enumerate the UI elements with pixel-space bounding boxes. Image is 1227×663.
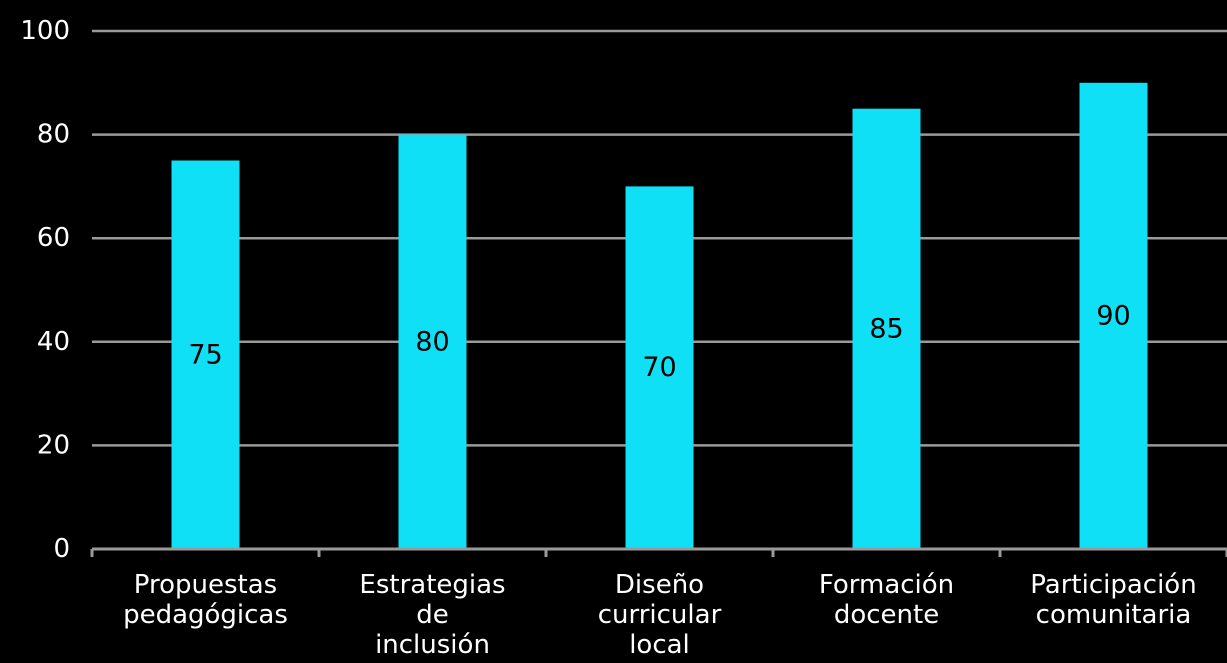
x-axis: [90, 547, 1227, 557]
y-tick-label: 0: [53, 534, 70, 564]
x-category-label: Propuestas: [134, 570, 277, 600]
x-category-label: comunitaria: [1036, 600, 1192, 630]
data-label: 85: [869, 313, 903, 344]
x-category-label: inclusión: [375, 630, 490, 660]
data-label: 75: [188, 339, 222, 370]
y-tick-label: 40: [37, 327, 70, 357]
data-label: 80: [415, 326, 449, 357]
data-labels: 75 80 70 85 90: [188, 300, 1130, 383]
y-axis-tick-labels: 0 20 40 60 80 100: [20, 16, 70, 564]
y-tick-label: 20: [37, 430, 70, 460]
x-category-label: pedagógicas: [123, 600, 288, 630]
x-category-label: docente: [834, 600, 939, 630]
data-label: 90: [1096, 300, 1130, 331]
x-category-label: local: [629, 630, 690, 660]
x-category-label: Participación: [1030, 570, 1196, 600]
data-label: 70: [642, 352, 676, 383]
x-category-label: Estrategias: [359, 570, 505, 600]
x-category-label: de: [416, 600, 449, 630]
y-tick-label: 80: [37, 120, 70, 150]
bar: [625, 186, 694, 549]
bar: [1079, 82, 1148, 550]
y-tick-label: 60: [37, 223, 70, 253]
bar: [398, 134, 467, 549]
x-category-label: Formación: [819, 570, 954, 600]
y-tick-label: 100: [20, 16, 70, 46]
x-category-label: curricular: [598, 600, 722, 630]
x-category-label: Diseño: [615, 570, 704, 600]
bars: [171, 82, 1148, 550]
bar: [852, 108, 921, 549]
bar: [171, 160, 240, 549]
